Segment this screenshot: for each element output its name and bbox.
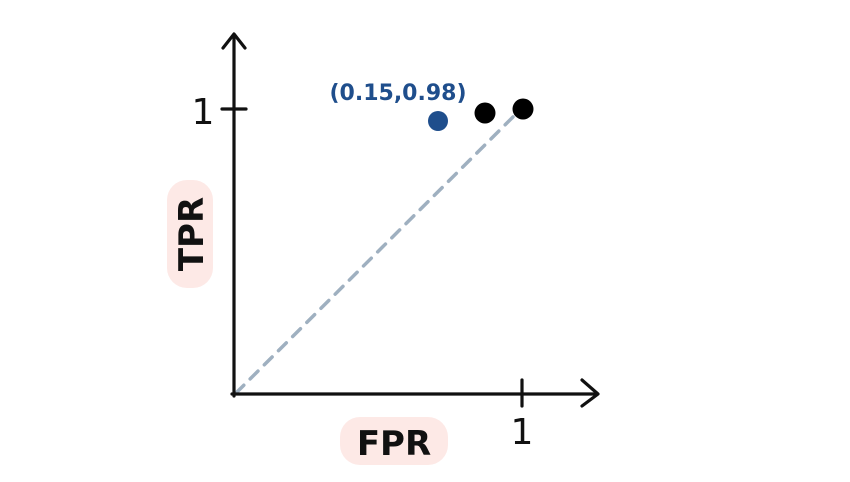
point-annotation: (0.15,0.98): [329, 81, 466, 106]
y-axis-arrowhead: [221, 32, 247, 50]
point-black-1: [474, 102, 496, 124]
fpr-label-background: [340, 417, 448, 465]
y-tick-label: 1: [192, 92, 215, 133]
x-tick-label: 1: [511, 412, 534, 453]
tpr-label-background: [167, 180, 213, 288]
y-axis-label: TPR: [172, 197, 212, 271]
point-black-2: [512, 98, 534, 120]
random-classifier-diagonal: [234, 106, 524, 395]
x-axis-label: FPR: [357, 424, 431, 464]
highlighted-point: [428, 111, 448, 131]
x-axis-arrowhead: [580, 378, 600, 408]
